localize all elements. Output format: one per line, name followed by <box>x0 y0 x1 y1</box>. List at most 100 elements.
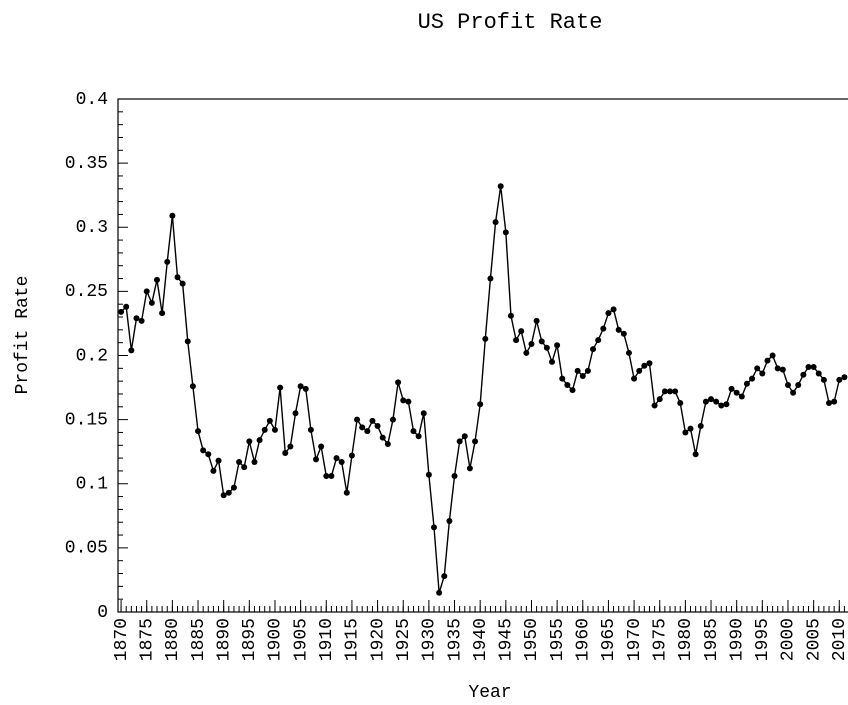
data-point <box>133 315 140 322</box>
data-point <box>266 417 273 424</box>
x-tick-label: 1890 <box>214 618 234 661</box>
data-point <box>369 417 376 424</box>
data-point <box>271 426 278 433</box>
data-point <box>728 385 735 392</box>
data-point <box>441 573 448 580</box>
y-axis-label: Profit Rate <box>13 276 33 395</box>
data-point <box>287 443 294 450</box>
data-point <box>666 388 673 395</box>
data-point <box>815 370 822 377</box>
data-point <box>605 310 612 317</box>
y-tick-label: 0.1 <box>76 475 108 495</box>
data-point <box>800 371 807 378</box>
data-point <box>687 425 694 432</box>
x-tick-label: 2010 <box>830 618 848 661</box>
x-tick-label: 1905 <box>291 618 311 661</box>
plot-frame <box>117 98 848 613</box>
data-point <box>718 402 725 409</box>
x-tick-label: 1995 <box>753 618 773 661</box>
data-point <box>820 376 827 383</box>
data-point <box>713 398 720 405</box>
data-point <box>246 438 253 445</box>
data-point <box>564 381 571 388</box>
x-tick-label: 1930 <box>420 618 440 661</box>
data-point <box>738 393 745 400</box>
data-point <box>318 443 325 450</box>
data-point <box>651 402 658 409</box>
data-point <box>446 517 453 524</box>
data-point <box>492 219 499 226</box>
data-point <box>302 385 309 392</box>
x-tick-label: 1880 <box>163 618 183 661</box>
data-point <box>779 366 786 373</box>
data-point <box>523 349 530 356</box>
data-point <box>215 457 222 464</box>
data-point <box>405 398 412 405</box>
data-point <box>256 437 263 444</box>
data-point <box>374 423 381 430</box>
data-point <box>118 308 125 315</box>
data-point <box>205 451 212 458</box>
x-tick-label: 1915 <box>343 618 363 661</box>
data-point <box>359 424 366 431</box>
x-tick-label: 1940 <box>471 618 491 661</box>
data-point <box>805 364 812 371</box>
data-point <box>615 326 622 333</box>
x-tick-label: 2005 <box>804 618 824 661</box>
x-tick-label: 1990 <box>727 618 747 661</box>
x-tick-label: 2000 <box>779 618 799 661</box>
data-point <box>610 306 617 313</box>
data-point <box>200 447 207 454</box>
data-point <box>148 299 155 306</box>
data-point <box>620 330 627 337</box>
data-point <box>743 380 750 387</box>
x-tick-label: 1970 <box>625 618 645 661</box>
data-point <box>646 360 653 367</box>
data-point <box>574 367 581 374</box>
data-point <box>759 370 766 377</box>
data-point <box>313 456 320 463</box>
data-point <box>456 438 463 445</box>
data-point <box>436 589 443 596</box>
data-point <box>697 423 704 430</box>
data-point <box>261 426 268 433</box>
data-point <box>431 524 438 531</box>
data-point <box>379 434 386 441</box>
data-point <box>472 438 479 445</box>
data-point <box>636 367 643 374</box>
data-point <box>528 340 535 347</box>
data-point <box>702 398 709 405</box>
data-point <box>328 473 335 480</box>
data-point <box>502 229 509 236</box>
data-point <box>292 410 299 417</box>
x-tick-label: 1975 <box>650 618 670 661</box>
data-point <box>764 357 771 364</box>
data-point <box>584 367 591 374</box>
data-point <box>774 365 781 372</box>
data-point <box>600 325 607 332</box>
data-point <box>538 338 545 345</box>
data-point <box>784 381 791 388</box>
y-tick-label: 0.4 <box>76 90 108 110</box>
data-point <box>210 467 217 474</box>
data-point <box>749 375 756 382</box>
data-point <box>559 375 566 382</box>
data-point <box>184 338 191 345</box>
data-point <box>625 349 632 356</box>
data-point <box>513 337 520 344</box>
chart-title: US Profit Rate <box>418 10 603 35</box>
x-tick-label: 1985 <box>702 618 722 661</box>
data-point <box>790 389 797 396</box>
series-line <box>120 186 845 593</box>
data-point <box>661 388 668 395</box>
data-point <box>425 471 432 478</box>
data-point <box>348 452 355 459</box>
data-point <box>507 312 514 319</box>
data-point <box>548 358 555 365</box>
data-point <box>169 212 176 219</box>
y-tick-label: 0 <box>97 603 108 623</box>
data-point <box>174 274 181 281</box>
x-tick-label: 1945 <box>497 618 517 661</box>
data-point <box>153 276 160 283</box>
